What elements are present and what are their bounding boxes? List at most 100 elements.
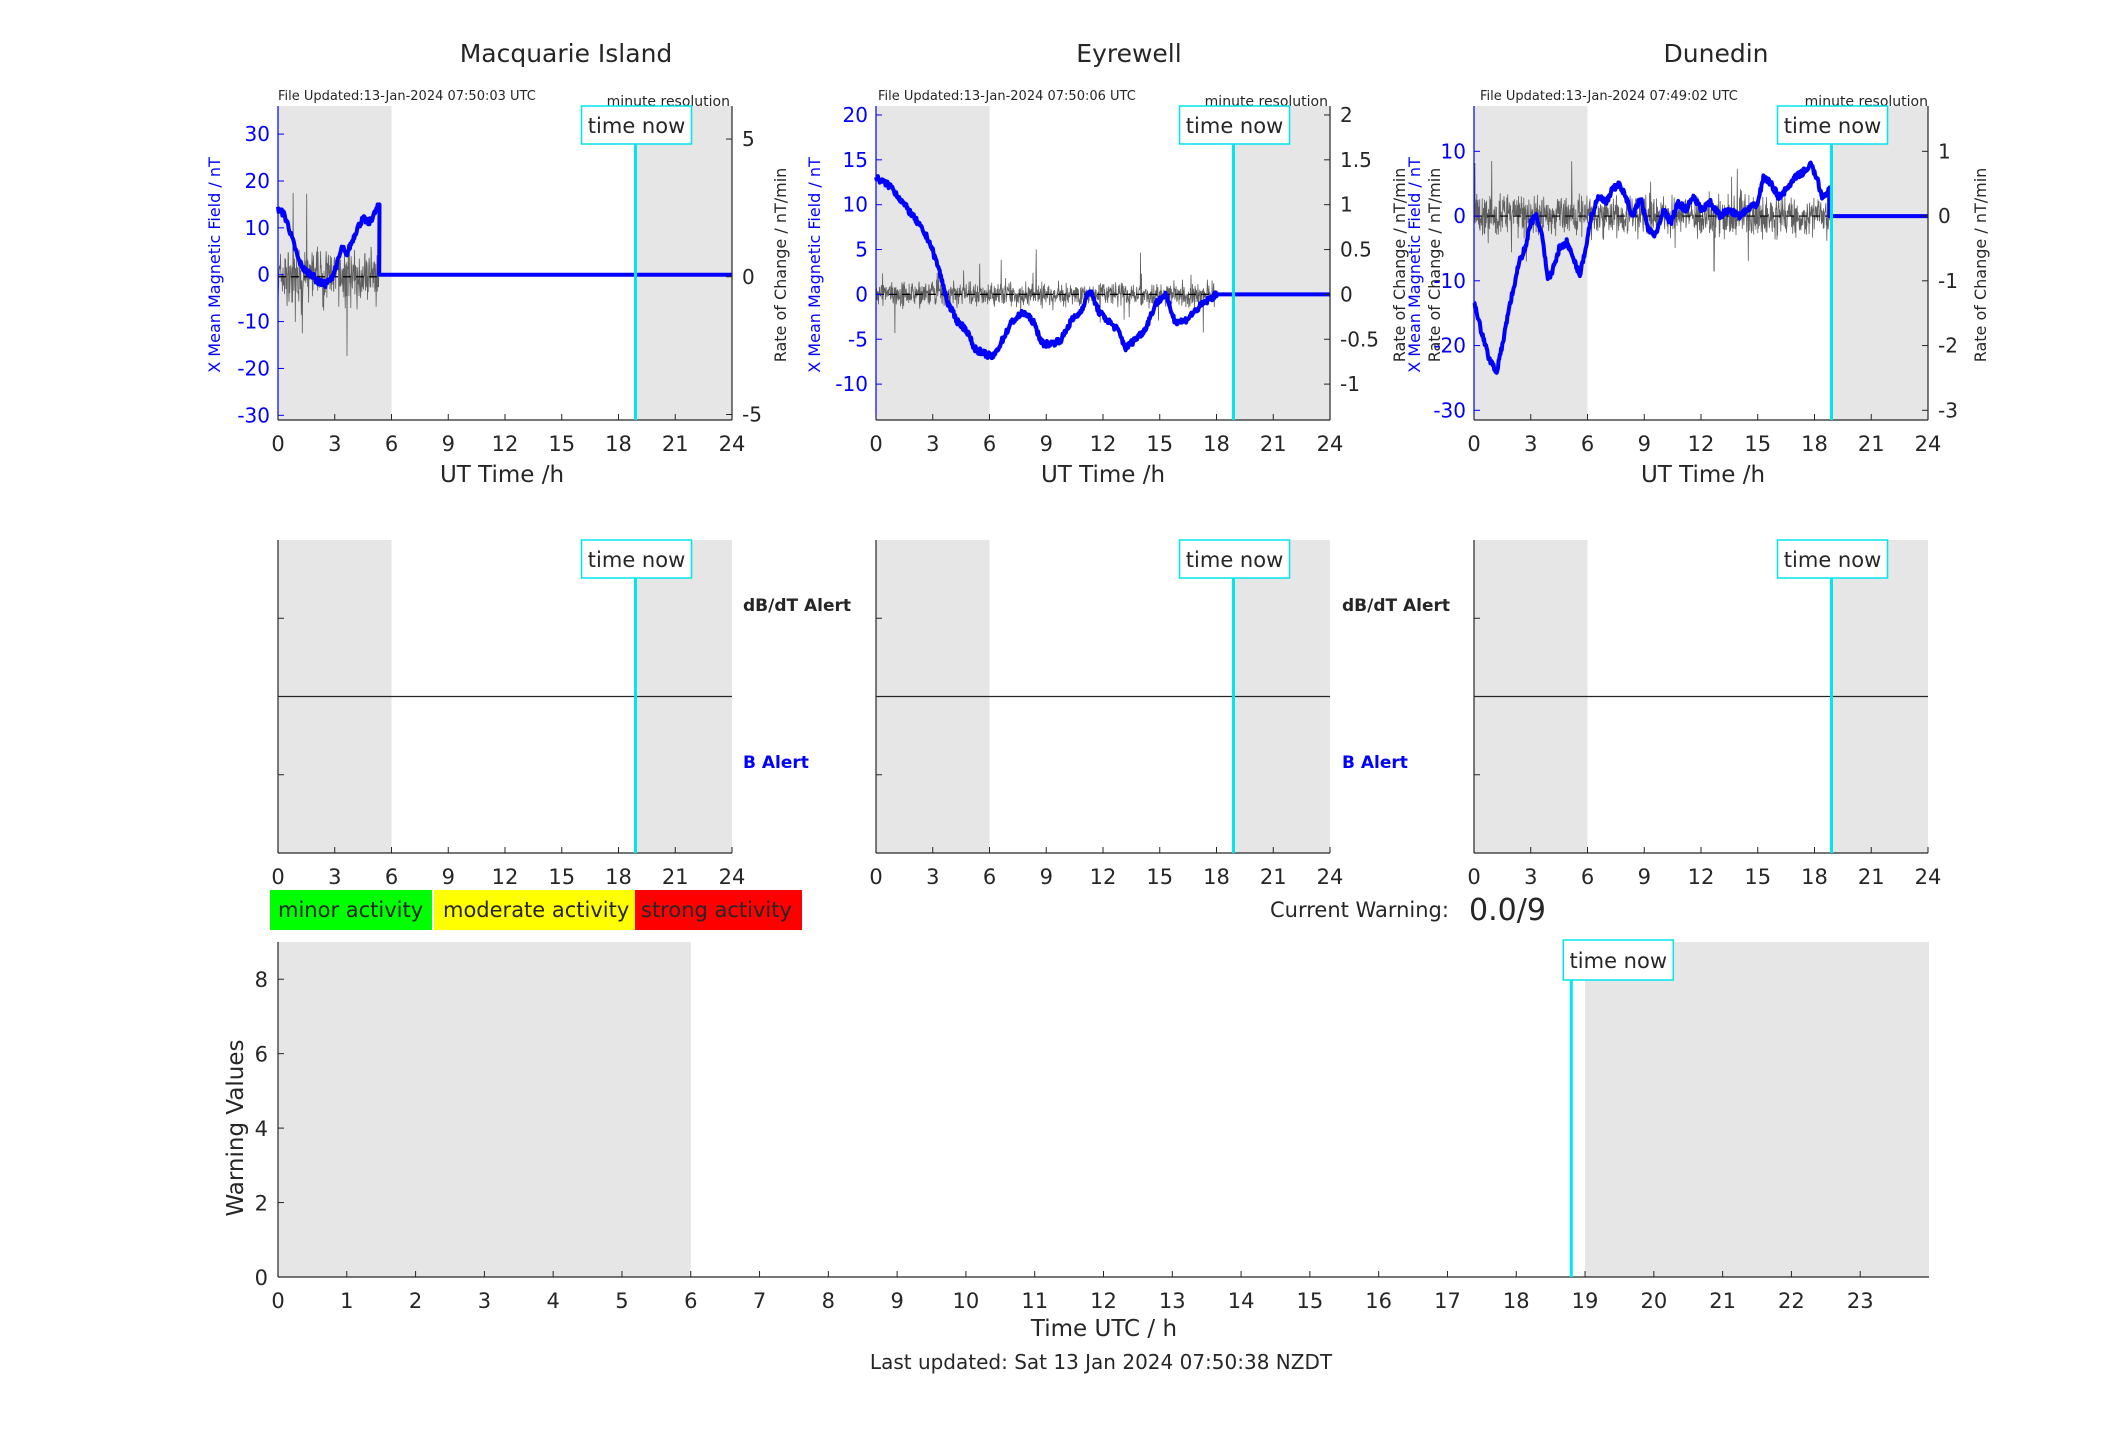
x-tick-label: 12 xyxy=(1090,1289,1117,1313)
x-tick-label: 21 xyxy=(1709,1289,1736,1313)
x-tick-label: 9 xyxy=(890,1289,903,1313)
x-tick-label: 18 xyxy=(605,432,632,456)
right-tick-label: -2 xyxy=(1938,334,1958,358)
x-tick-label: 20 xyxy=(1640,1289,1667,1313)
x-tick-label: 9 xyxy=(1040,865,1053,889)
x-tick-label: 17 xyxy=(1434,1289,1461,1313)
x-axis-label: UT Time /h xyxy=(440,462,564,488)
y-tick-label: 2 xyxy=(255,1192,268,1216)
macquarie-timeseries-panel: Macquarie Island File Updated:13-Jan-202… xyxy=(205,39,790,488)
left-tick-label: 10 xyxy=(1441,139,1466,163)
right-tick-label: 0 xyxy=(1938,204,1951,228)
x-tick-label: 12 xyxy=(1090,865,1117,889)
x-tick-label: 13 xyxy=(1159,1289,1186,1313)
current-warning-label: Current Warning: xyxy=(1270,898,1449,922)
left-tick-label: 20 xyxy=(245,169,270,193)
time-now-box xyxy=(1776,105,1889,145)
left-tick-label: 10 xyxy=(843,193,868,217)
x-tick-label: 18 xyxy=(1801,432,1828,456)
x-tick-label: 21 xyxy=(662,865,689,889)
x-tick-label: 18 xyxy=(605,865,632,889)
x-tick-label: 4 xyxy=(546,1289,559,1313)
x-tick-label: 9 xyxy=(1638,432,1651,456)
right-axis-label: Rate of Change / nT/min xyxy=(1425,168,1444,363)
panel-title: Dunedin xyxy=(1664,39,1769,68)
x-tick-label: 18 xyxy=(1203,865,1230,889)
right-tick-label: 0 xyxy=(1340,282,1353,306)
left-tick-label: 5 xyxy=(855,238,868,262)
panel-title: Eyrewell xyxy=(1076,39,1181,68)
x-tick-label: 21 xyxy=(1260,432,1287,456)
x-tick-label: 24 xyxy=(719,865,746,889)
night-shade xyxy=(1474,106,1588,420)
x-tick-label: 6 xyxy=(1581,865,1594,889)
x-tick-label: 12 xyxy=(1090,432,1117,456)
x-tick-label: 9 xyxy=(442,865,455,889)
x-tick-label: 18 xyxy=(1503,1289,1530,1313)
time-now-label: time now xyxy=(1784,548,1881,572)
x-tick-label: 8 xyxy=(822,1289,835,1313)
x-tick-label: 0 xyxy=(271,865,284,889)
x-tick-label: 6 xyxy=(983,865,996,889)
x-tick-label: 12 xyxy=(492,865,519,889)
macquarie-alert-panel: dB/dT Alert B Alert 0 3 6 9 12 15 18 21 24 time n… xyxy=(271,539,851,889)
x-tick-label: 15 xyxy=(1744,432,1771,456)
x-tick-label: 0 xyxy=(1467,865,1480,889)
time-now-label: time now xyxy=(588,548,685,572)
panel-title: Macquarie Island xyxy=(460,39,673,68)
x-tick-label: 12 xyxy=(1688,432,1715,456)
dbdt-alert-label: dB/dT Alert xyxy=(1342,596,1450,616)
left-tick-label: 30 xyxy=(245,122,270,146)
left-tick-label: -10 xyxy=(237,310,270,334)
right-axis-label: Rate of Change / nT/min xyxy=(771,168,790,363)
x-tick-label: 0 xyxy=(271,1289,284,1313)
right-tick-label: 1 xyxy=(1340,193,1353,217)
right-tick-label: -1 xyxy=(1938,269,1958,293)
x-tick-label: 24 xyxy=(1915,432,1942,456)
legend-strong-label: strong activity xyxy=(641,898,792,922)
b-alert-label: B Alert xyxy=(1342,753,1408,773)
x-tick-label: 15 xyxy=(548,865,575,889)
x-tick-label: 19 xyxy=(1572,1289,1599,1313)
time-now-label: time now xyxy=(1186,548,1283,572)
bottom-x-axis-label: Time UTC / h xyxy=(1030,1316,1177,1342)
x-tick-label: 3 xyxy=(926,432,939,456)
current-warning-value: 0.0/9 xyxy=(1469,893,1546,928)
time-now-box xyxy=(580,105,693,145)
left-tick-label: 0 xyxy=(257,263,270,287)
x-tick-label: 3 xyxy=(328,432,341,456)
time-now-box xyxy=(580,539,693,579)
x-mean-field-series xyxy=(1472,160,1928,375)
left-tick-label: -30 xyxy=(1433,398,1466,422)
x-tick-label: 12 xyxy=(1688,865,1715,889)
legend-strong-swatch xyxy=(635,890,802,930)
x-tick-label: 15 xyxy=(548,432,575,456)
left-tick-label: 10 xyxy=(245,216,270,240)
x-tick-label: 16 xyxy=(1365,1289,1392,1313)
left-tick-label: -5 xyxy=(848,327,868,351)
right-tick-label: 1.5 xyxy=(1340,148,1372,172)
x-tick-label: 6 xyxy=(385,432,398,456)
legend-moderate-swatch xyxy=(434,890,635,930)
x-tick-label: 21 xyxy=(1858,865,1885,889)
x-tick-label: 9 xyxy=(442,432,455,456)
y-tick-label: 4 xyxy=(255,1117,268,1141)
night-shade xyxy=(637,106,732,420)
x-tick-label: 15 xyxy=(1297,1289,1324,1313)
legend-minor-label: minor activity xyxy=(278,898,423,922)
x-tick-label: 21 xyxy=(1858,432,1885,456)
x-tick-label: 11 xyxy=(1021,1289,1048,1313)
x-tick-label: 23 xyxy=(1847,1289,1874,1313)
left-tick-label: 20 xyxy=(843,103,868,127)
x-tick-label: 6 xyxy=(385,865,398,889)
x-tick-label: 0 xyxy=(1467,432,1480,456)
right-tick-label: -5 xyxy=(742,402,762,426)
x-tick-label: 15 xyxy=(1146,432,1173,456)
x-tick-label: 7 xyxy=(753,1289,766,1313)
right-tick-label: -3 xyxy=(1938,398,1958,422)
left-tick-label: -10 xyxy=(1433,269,1466,293)
time-now-label: time now xyxy=(1784,114,1881,138)
x-tick-label: 3 xyxy=(328,865,341,889)
x-tick-label: 21 xyxy=(662,432,689,456)
